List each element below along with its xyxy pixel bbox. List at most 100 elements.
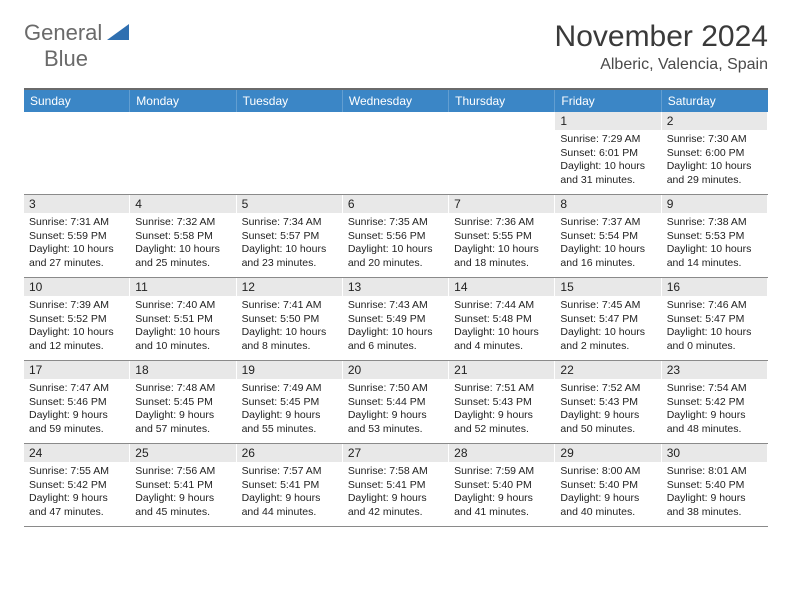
day-info: Sunrise: 7:52 AMSunset: 5:43 PMDaylight:… [560,382,655,437]
day-number: 14 [449,278,554,296]
day-cell: 4 Sunrise: 7:32 AMSunset: 5:58 PMDaylight… [130,195,236,277]
day-cell: 26 Sunrise: 7:57 AMSunset: 5:41 PMDayligh… [237,444,343,526]
logo-triangle-icon [107,24,129,45]
day-cell: 29 Sunrise: 8:00 AMSunset: 5:40 PMDayligh… [555,444,661,526]
day-info: Sunrise: 7:32 AMSunset: 5:58 PMDaylight:… [135,216,230,271]
day-cell: 15 Sunrise: 7:45 AMSunset: 5:47 PMDayligh… [555,278,661,360]
day-info: Sunrise: 8:01 AMSunset: 5:40 PMDaylight:… [667,465,762,520]
day-cell: 24Sunrise: 7:55 AMSunset: 5:42 PMDayligh… [24,444,130,526]
day-number: 3 [24,195,129,213]
day-number: 25 [130,444,235,462]
day-number: 19 [237,361,342,379]
day-cell: 12 Sunrise: 7:41 AMSunset: 5:50 PMDayligh… [237,278,343,360]
day-number: 9 [662,195,767,213]
day-info: Sunrise: 7:34 AMSunset: 5:57 PMDaylight:… [242,216,337,271]
day-cell: 9Sunrise: 7:38 AMSunset: 5:53 PMDaylight… [662,195,768,277]
dow-cell: Monday [130,90,236,112]
day-number: 6 [343,195,448,213]
day-cell: 19 Sunrise: 7:49 AMSunset: 5:45 PMDayligh… [237,361,343,443]
day-cell: 27 Sunrise: 7:58 AMSunset: 5:41 PMDayligh… [343,444,449,526]
dow-cell: Friday [555,90,661,112]
day-cell: 21 Sunrise: 7:51 AMSunset: 5:43 PMDayligh… [449,361,555,443]
day-cell: 6Sunrise: 7:35 AMSunset: 5:56 PMDaylight… [343,195,449,277]
day-cell: 11Sunrise: 7:40 AMSunset: 5:51 PMDayligh… [130,278,236,360]
day-info: Sunrise: 7:36 AMSunset: 5:55 PMDaylight:… [454,216,549,271]
day-info: Sunrise: 7:57 AMSunset: 5:41 PMDaylight:… [242,465,337,520]
day-cell: 1Sunrise: 7:29 AMSunset: 6:01 PMDaylight… [555,112,661,194]
day-info: Sunrise: 7:49 AMSunset: 5:45 PMDaylight:… [242,382,337,437]
day-number: 12 [237,278,342,296]
day-cell: 25 Sunrise: 7:56 AMSunset: 5:41 PMDayligh… [130,444,236,526]
day-info: Sunrise: 8:00 AMSunset: 5:40 PMDaylight:… [560,465,655,520]
day-number: 8 [555,195,660,213]
day-cell: 18Sunrise: 7:48 AMSunset: 5:45 PMDayligh… [130,361,236,443]
day-info: Sunrise: 7:54 AMSunset: 5:42 PMDaylight:… [667,382,762,437]
day-info: Sunrise: 7:39 AMSunset: 5:52 PMDaylight:… [29,299,124,354]
day-info: Sunrise: 7:48 AMSunset: 5:45 PMDaylight:… [135,382,230,437]
day-cell: 30 Sunrise: 8:01 AMSunset: 5:40 PMDayligh… [662,444,768,526]
week-row: 3 Sunrise: 7:31 AMSunset: 5:59 PMDaylight… [24,195,768,278]
day-number: 29 [555,444,660,462]
title-block: November 2024 Alberic, Valencia, Spain [555,20,768,74]
day-number: 27 [343,444,448,462]
weeks-container: 1Sunrise: 7:29 AMSunset: 6:01 PMDaylight… [24,112,768,527]
day-number: 26 [237,444,342,462]
day-info: Sunrise: 7:50 AMSunset: 5:44 PMDaylight:… [348,382,443,437]
day-info: Sunrise: 7:29 AMSunset: 6:01 PMDaylight:… [560,133,655,188]
day-number: 20 [343,361,448,379]
day-cell: 2 Sunrise: 7:30 AMSunset: 6:00 PMDaylight… [662,112,768,194]
calendar: SundayMondayTuesdayWednesdayThursdayFrid… [24,90,768,527]
day-cell: 17Sunrise: 7:47 AMSunset: 5:46 PMDayligh… [24,361,130,443]
month-title: November 2024 [555,20,768,54]
day-cell: 10 Sunrise: 7:39 AMSunset: 5:52 PMDayligh… [24,278,130,360]
day-number: 4 [130,195,235,213]
logo-text: General Blue [24,20,129,72]
dow-cell: Wednesday [343,90,449,112]
day-info: Sunrise: 7:43 AMSunset: 5:49 PMDaylight:… [348,299,443,354]
day-number: 16 [662,278,767,296]
day-cell [449,112,555,194]
week-row: 17Sunrise: 7:47 AMSunset: 5:46 PMDayligh… [24,361,768,444]
day-cell: 20 Sunrise: 7:50 AMSunset: 5:44 PMDayligh… [343,361,449,443]
day-number: 2 [662,112,767,130]
location: Alberic, Valencia, Spain [555,56,768,74]
day-info: Sunrise: 7:30 AMSunset: 6:00 PMDaylight:… [667,133,762,188]
day-number: 22 [555,361,660,379]
day-number: 7 [449,195,554,213]
day-info: Sunrise: 7:47 AMSunset: 5:46 PMDaylight:… [29,382,124,437]
day-number: 24 [24,444,129,462]
day-info: Sunrise: 7:46 AMSunset: 5:47 PMDaylight:… [667,299,762,354]
day-number: 30 [662,444,767,462]
day-info: Sunrise: 7:40 AMSunset: 5:51 PMDaylight:… [135,299,230,354]
logo-line1: General [24,20,102,45]
day-info: Sunrise: 7:51 AMSunset: 5:43 PMDaylight:… [454,382,549,437]
day-info: Sunrise: 7:58 AMSunset: 5:41 PMDaylight:… [348,465,443,520]
day-cell: 8 Sunrise: 7:37 AMSunset: 5:54 PMDaylight… [555,195,661,277]
day-cell: 14 Sunrise: 7:44 AMSunset: 5:48 PMDayligh… [449,278,555,360]
day-info: Sunrise: 7:37 AMSunset: 5:54 PMDaylight:… [560,216,655,271]
day-of-week-row: SundayMondayTuesdayWednesdayThursdayFrid… [24,90,768,112]
day-cell [130,112,236,194]
logo: General Blue [24,20,129,72]
day-info: Sunrise: 7:56 AMSunset: 5:41 PMDaylight:… [135,465,230,520]
day-info: Sunrise: 7:41 AMSunset: 5:50 PMDaylight:… [242,299,337,354]
day-cell: 28Sunrise: 7:59 AMSunset: 5:40 PMDayligh… [449,444,555,526]
logo-line2: Blue [44,46,88,71]
header: General Blue November 2024 Alberic, Vale… [24,20,768,74]
week-row: 10 Sunrise: 7:39 AMSunset: 5:52 PMDayligh… [24,278,768,361]
dow-cell: Thursday [449,90,555,112]
day-cell: 3 Sunrise: 7:31 AMSunset: 5:59 PMDaylight… [24,195,130,277]
day-info: Sunrise: 7:45 AMSunset: 5:47 PMDaylight:… [560,299,655,354]
week-row: 1Sunrise: 7:29 AMSunset: 6:01 PMDaylight… [24,112,768,195]
day-number: 10 [24,278,129,296]
day-cell [24,112,130,194]
day-info: Sunrise: 7:44 AMSunset: 5:48 PMDaylight:… [454,299,549,354]
day-cell: 22 Sunrise: 7:52 AMSunset: 5:43 PMDayligh… [555,361,661,443]
day-number: 21 [449,361,554,379]
day-number: 13 [343,278,448,296]
week-row: 24Sunrise: 7:55 AMSunset: 5:42 PMDayligh… [24,444,768,527]
day-cell [237,112,343,194]
day-number: 15 [555,278,660,296]
day-info: Sunrise: 7:31 AMSunset: 5:59 PMDaylight:… [29,216,124,271]
day-cell: 7 Sunrise: 7:36 AMSunset: 5:55 PMDaylight… [449,195,555,277]
